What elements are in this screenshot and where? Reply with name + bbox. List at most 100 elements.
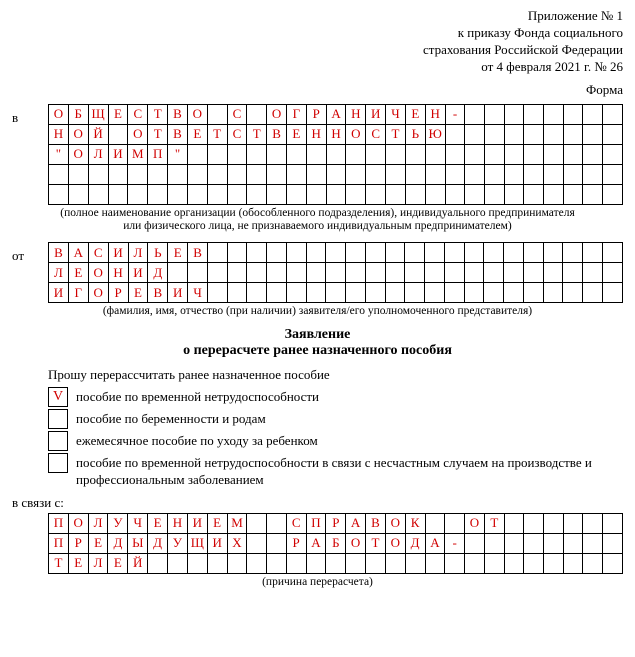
grid-cell <box>603 104 623 124</box>
grid-cell: В <box>148 283 168 303</box>
grid-cell: Р <box>286 533 306 553</box>
grid-cell <box>247 263 267 283</box>
grid-cell <box>602 263 622 283</box>
option-checkbox[interactable] <box>48 409 68 429</box>
grid-cell: Ч <box>128 513 148 533</box>
grid-cell <box>227 243 247 263</box>
grid-cell <box>425 164 445 184</box>
grid-cell <box>602 243 622 263</box>
option-checkbox[interactable] <box>48 431 68 451</box>
grid-cell <box>603 533 623 553</box>
grid-cell <box>544 513 564 533</box>
grid-cell: В <box>267 124 287 144</box>
grid-cell <box>465 104 485 124</box>
grid-cell <box>504 144 524 164</box>
grid-cell <box>207 164 227 184</box>
grid-cell <box>544 533 564 553</box>
grid-cell: Д <box>148 533 168 553</box>
grid-cell <box>544 144 564 164</box>
grid-cell <box>563 283 583 303</box>
grid-cell: А <box>306 533 326 553</box>
grid-cell: А <box>326 104 346 124</box>
grid-cell: О <box>49 104 69 124</box>
reason-caption: (причина перерасчета) <box>12 576 623 590</box>
grid-cell: Е <box>168 243 188 263</box>
grid-cell <box>444 263 464 283</box>
grid-cell <box>445 553 465 573</box>
grid-cell <box>346 184 366 204</box>
grid-cell <box>227 184 247 204</box>
grid-cell <box>563 243 583 263</box>
grid-cell <box>247 164 267 184</box>
grid-cell: Л <box>49 263 69 283</box>
grid-cell <box>365 243 385 263</box>
grid-cell: О <box>88 283 108 303</box>
grid-cell: О <box>385 533 405 553</box>
grid-cell <box>524 104 544 124</box>
grid-cell <box>524 184 544 204</box>
grid-cell <box>267 513 287 533</box>
grid-cell <box>267 144 287 164</box>
grid-cell <box>484 553 504 573</box>
grid-cell: Й <box>128 553 148 573</box>
option-label: пособие по беременности и родам <box>76 409 266 428</box>
grid-cell <box>108 184 128 204</box>
grid-cell <box>247 243 267 263</box>
grid-cell: Щ <box>88 104 108 124</box>
option-checkbox[interactable] <box>48 453 68 473</box>
grid-cell <box>207 553 227 573</box>
grid-cell <box>366 164 386 184</box>
grid-cell <box>464 263 484 283</box>
grid-cell <box>346 263 366 283</box>
grid-cell <box>524 144 544 164</box>
reason-grid: ПОЛУЧЕНИЕМСПРАВОКОТПРЕДЫДУЩИХРАБОТОДА-ТЕ… <box>48 513 623 574</box>
grid-cell <box>366 553 386 573</box>
grid-cell: Е <box>405 104 425 124</box>
grid-cell: В <box>168 104 188 124</box>
grid-cell: Т <box>366 533 386 553</box>
grid-cell: Б <box>326 533 346 553</box>
grid-cell: Н <box>326 124 346 144</box>
grid-cell: Е <box>68 553 88 573</box>
grid-cell <box>583 243 603 263</box>
grid-cell: Р <box>326 513 346 533</box>
grid-cell: Ч <box>386 104 406 124</box>
grid-cell <box>563 263 583 283</box>
grid-cell: Л <box>88 144 108 164</box>
grid-cell <box>286 184 306 204</box>
grid-cell <box>504 104 524 124</box>
grid-cell <box>543 263 563 283</box>
grid-cell <box>484 263 504 283</box>
grid-cell: К <box>405 513 425 533</box>
grid-cell <box>306 164 326 184</box>
grid-cell <box>484 533 504 553</box>
grid-cell <box>187 164 207 184</box>
grid-cell <box>583 263 603 283</box>
grid-cell: О <box>128 124 148 144</box>
grid-cell <box>405 144 425 164</box>
grid-cell <box>168 263 188 283</box>
grid-cell <box>425 184 445 204</box>
grid-cell: Е <box>108 104 128 124</box>
grid-cell <box>405 243 425 263</box>
grid-cell <box>504 553 524 573</box>
grid-cell <box>306 283 326 303</box>
grid-cell <box>504 243 524 263</box>
grid-cell: В <box>188 243 208 263</box>
grid-cell <box>485 124 505 144</box>
grid-cell: Л <box>88 553 108 573</box>
grid-cell: Л <box>128 243 148 263</box>
option-row: ежемесячное пособие по уходу за ребенком <box>48 431 623 451</box>
grid-cell: И <box>108 144 128 164</box>
grid-cell <box>385 243 405 263</box>
grid-cell <box>227 164 247 184</box>
grid-cell: Г <box>68 283 88 303</box>
grid-cell <box>227 283 247 303</box>
grid-cell <box>563 553 583 573</box>
grid-cell <box>583 144 603 164</box>
grid-cell <box>326 164 346 184</box>
grid-cell <box>425 553 445 573</box>
grid-cell <box>445 513 465 533</box>
option-checkbox[interactable]: V <box>48 387 68 407</box>
grid-cell: Е <box>207 513 227 533</box>
